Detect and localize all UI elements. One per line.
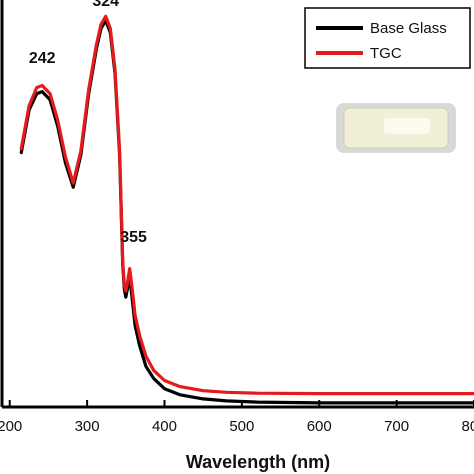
x-tick-label: 400 (152, 418, 177, 435)
peak-annotations: 242 324 355 (29, 0, 147, 246)
x-tick-label: 700 (384, 418, 409, 435)
series-layer (19, 14, 474, 405)
sample-photo (322, 95, 467, 162)
x-tick-label: 200 (0, 418, 22, 435)
legend-label-tgc: TGC (370, 45, 402, 62)
x-tick-label: 600 (307, 418, 332, 435)
legend: Base Glass TGC (304, 7, 471, 69)
peak-label-324: 324 (92, 0, 119, 10)
legend-frame (304, 7, 471, 69)
peak-label-355: 355 (120, 229, 147, 246)
peak-label-242: 242 (29, 50, 56, 67)
legend-label-base-glass: Base Glass (370, 20, 447, 37)
x-tick-label: 300 (75, 418, 100, 435)
x-axis-ticks: 200 300 400 500 600 700 800 (0, 400, 474, 435)
series-line-tgc (19, 14, 474, 396)
glass-reflection (384, 118, 430, 134)
x-tick-label: 800 (461, 418, 474, 435)
x-axis-title: Wavelength (nm) (186, 452, 330, 472)
x-tick-label: 500 (229, 418, 254, 435)
